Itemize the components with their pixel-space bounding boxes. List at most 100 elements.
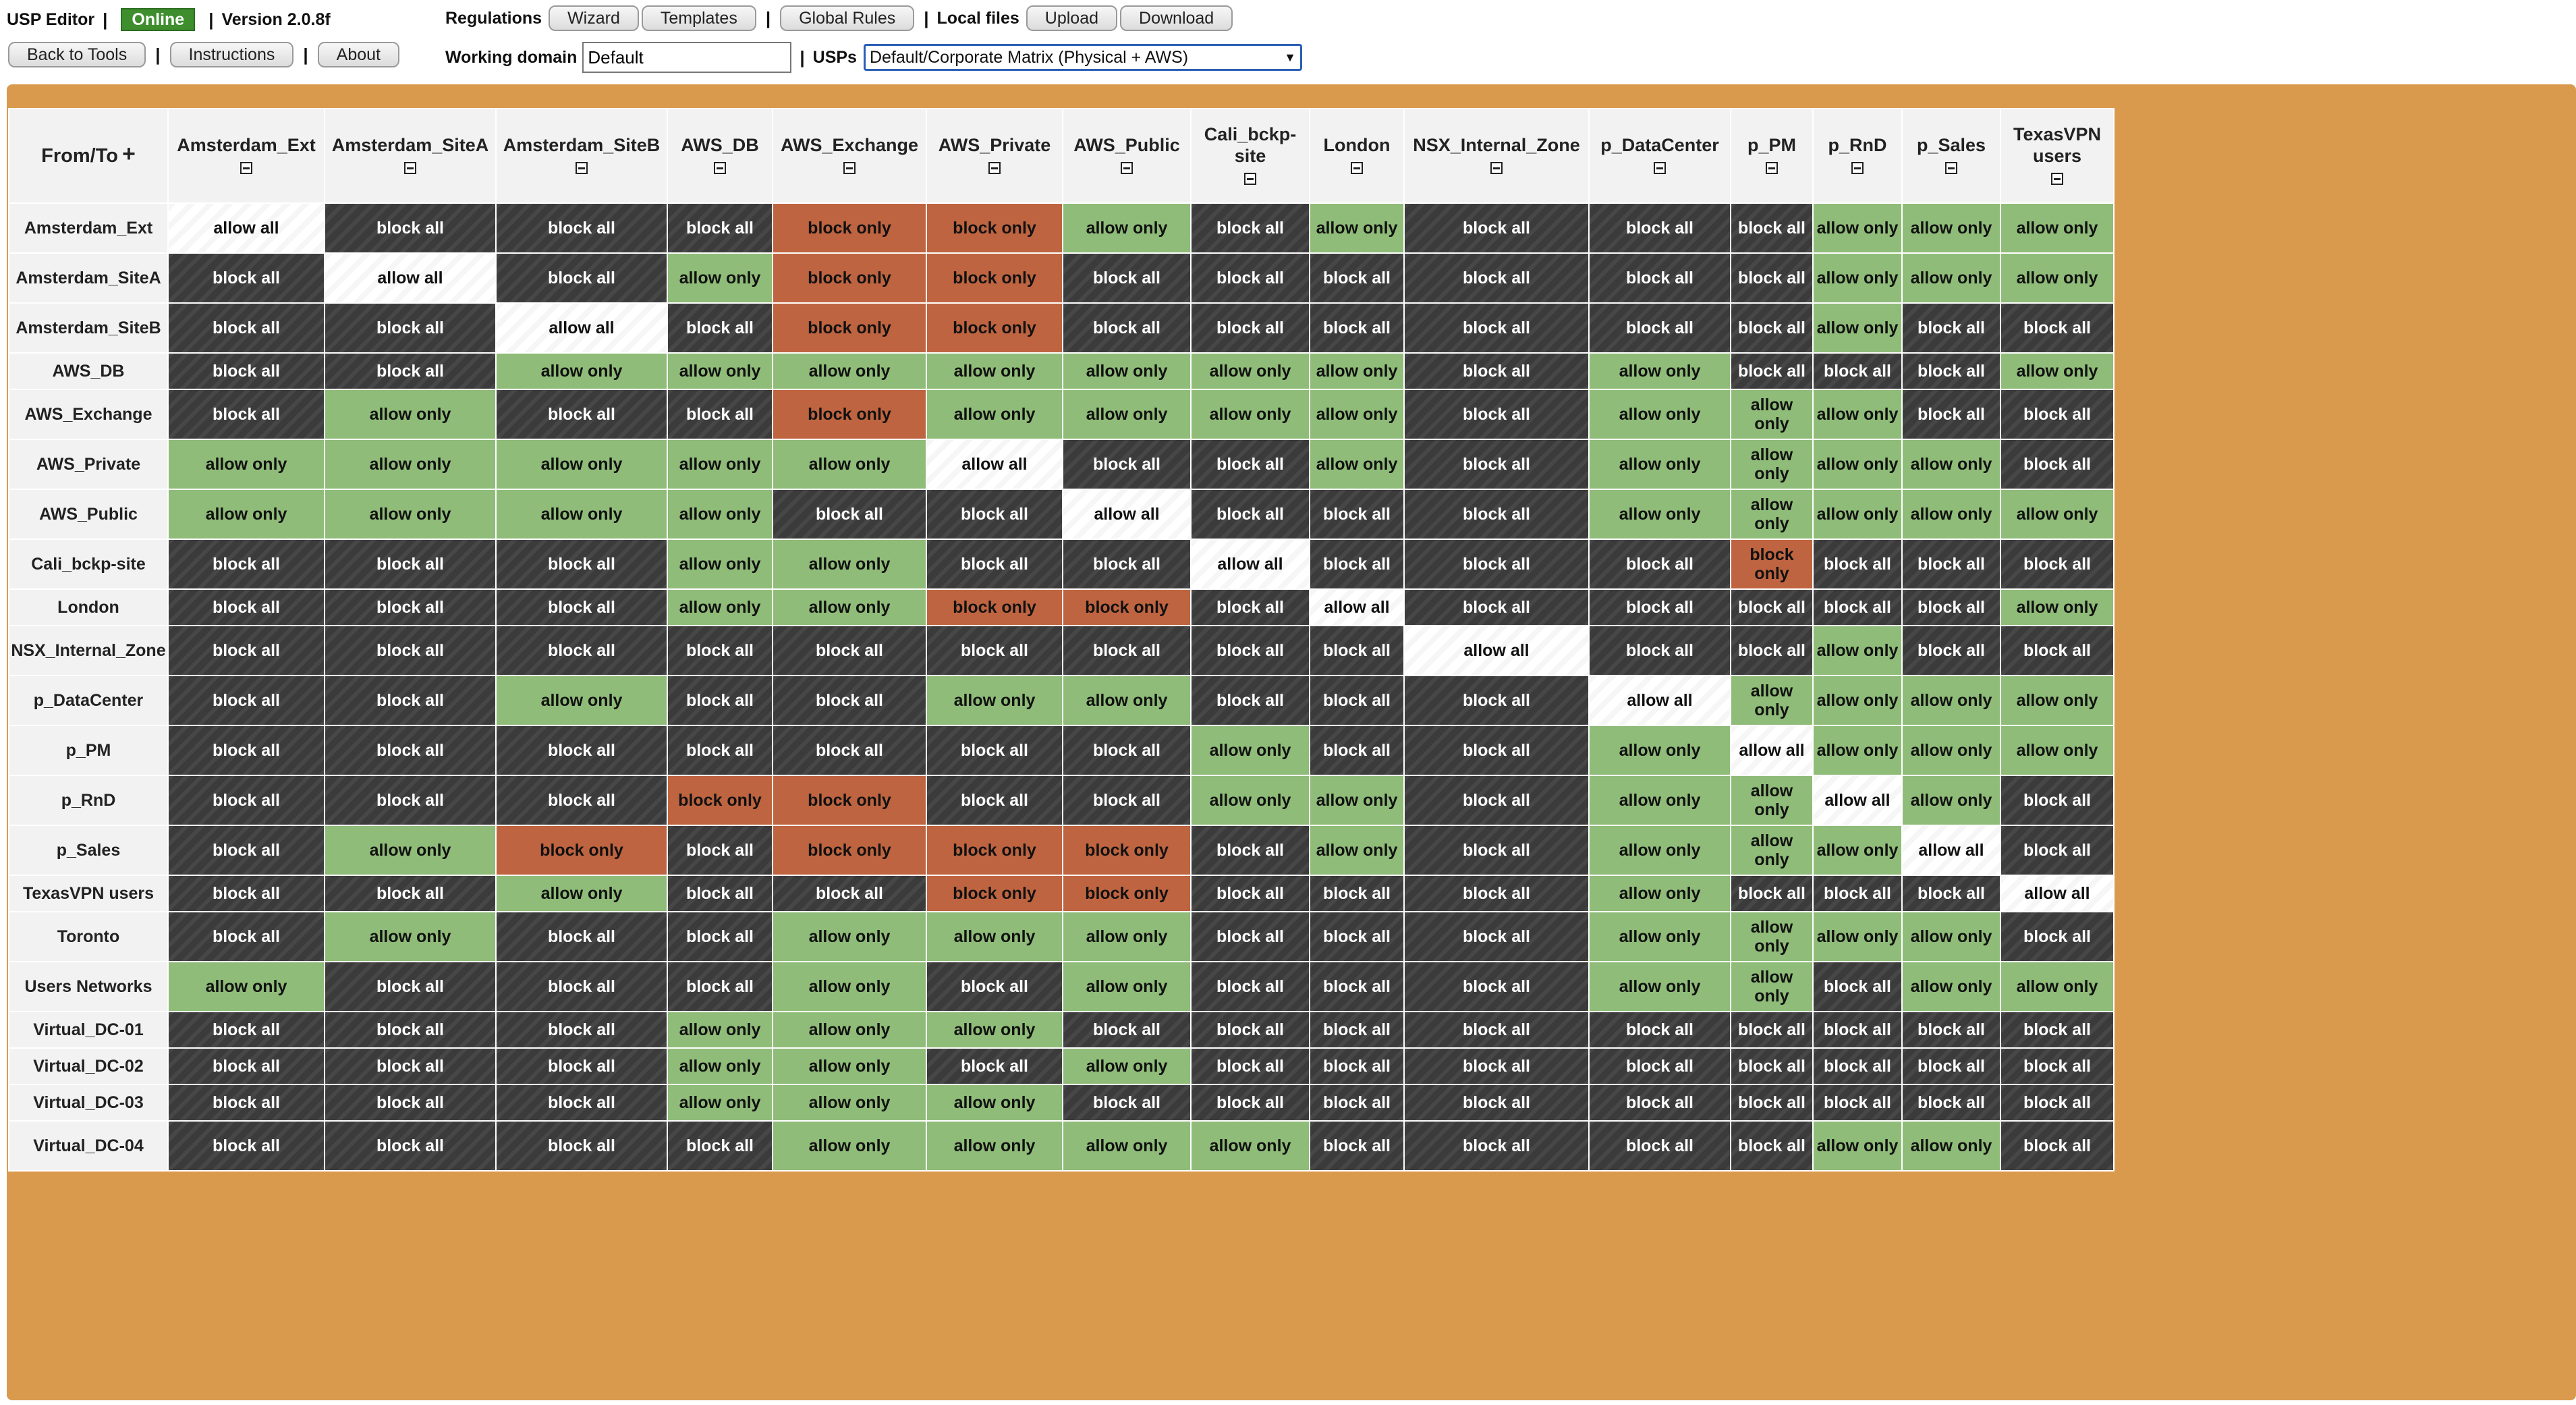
policy-cell[interactable]: block all — [495, 725, 668, 776]
policy-cell[interactable]: allow only — [772, 352, 927, 390]
policy-cell[interactable]: block all — [1403, 875, 1590, 912]
policy-cell[interactable]: allow only — [1588, 489, 1731, 540]
policy-cell[interactable]: allow only — [1588, 725, 1731, 776]
policy-cell[interactable]: block all — [1309, 911, 1405, 962]
collapse-minus-icon[interactable] — [1121, 161, 1133, 174]
policy-cell[interactable]: block all — [324, 1011, 497, 1049]
upload-button[interactable]: Upload — [1026, 5, 1118, 31]
policy-cell[interactable]: block all — [2000, 1011, 2115, 1049]
policy-cell[interactable]: block all — [2000, 1120, 2115, 1172]
policy-cell[interactable]: block all — [1901, 875, 2001, 912]
policy-cell[interactable]: block all — [1588, 1047, 1731, 1085]
policy-cell[interactable]: block all — [1812, 539, 1903, 590]
policy-cell[interactable]: block only — [926, 825, 1063, 876]
policy-cell[interactable]: block all — [1190, 439, 1310, 490]
policy-cell[interactable]: block all — [1190, 202, 1310, 254]
policy-cell[interactable]: allow only — [2000, 675, 2115, 726]
policy-cell[interactable]: block all — [1403, 489, 1590, 540]
policy-cell[interactable]: allow only — [324, 825, 497, 876]
policy-cell[interactable]: block only — [926, 202, 1063, 254]
policy-cell[interactable]: block all — [1901, 1047, 2001, 1085]
wizard-button[interactable]: Wizard — [549, 5, 639, 31]
expand-plus-icon[interactable]: + — [121, 141, 136, 167]
policy-cell[interactable]: block all — [1730, 1120, 1814, 1172]
policy-cell[interactable]: block all — [667, 625, 773, 676]
policy-cell[interactable]: allow only — [1812, 252, 1903, 304]
policy-cell[interactable]: block all — [667, 961, 773, 1012]
policy-cell[interactable]: allow only — [1901, 252, 2001, 304]
policy-cell[interactable]: block all — [2000, 539, 2115, 590]
policy-cell[interactable]: block all — [1403, 539, 1590, 590]
policy-cell[interactable]: allow only — [167, 489, 325, 540]
policy-cell[interactable]: block all — [324, 775, 497, 826]
policy-cell[interactable]: allow only — [1309, 825, 1405, 876]
policy-cell[interactable]: allow all — [1062, 489, 1192, 540]
policy-cell[interactable]: allow only — [2000, 252, 2115, 304]
policy-cell[interactable]: block all — [167, 1120, 325, 1172]
policy-cell[interactable]: block all — [167, 352, 325, 390]
policy-cell[interactable]: block all — [1062, 539, 1192, 590]
policy-cell[interactable]: block all — [772, 625, 927, 676]
policy-cell[interactable]: allow all — [167, 202, 325, 254]
policy-cell[interactable]: block all — [167, 725, 325, 776]
policy-cell[interactable]: allow only — [1812, 911, 1903, 962]
policy-cell[interactable]: block all — [2000, 389, 2115, 440]
policy-cell[interactable]: allow only — [772, 961, 927, 1012]
policy-cell[interactable]: block all — [1901, 1011, 2001, 1049]
policy-cell[interactable]: block all — [667, 675, 773, 726]
policy-cell[interactable]: block all — [1403, 825, 1590, 876]
policy-cell[interactable]: block all — [1901, 302, 2001, 354]
policy-cell[interactable]: block only — [772, 252, 927, 304]
policy-cell[interactable]: block all — [167, 389, 325, 440]
policy-cell[interactable]: allow only — [926, 1120, 1063, 1172]
policy-cell[interactable]: block only — [772, 302, 927, 354]
policy-cell[interactable]: block all — [2000, 302, 2115, 354]
policy-cell[interactable]: block all — [1062, 439, 1192, 490]
policy-cell[interactable]: block all — [495, 1047, 668, 1085]
policy-cell[interactable]: allow only — [1062, 352, 1192, 390]
policy-cell[interactable]: allow all — [2000, 875, 2115, 912]
policy-cell[interactable]: allow only — [772, 539, 927, 590]
policy-cell[interactable]: block all — [1309, 675, 1405, 726]
policy-cell[interactable]: allow only — [1812, 675, 1903, 726]
policy-cell[interactable]: block all — [1190, 252, 1310, 304]
policy-cell[interactable]: block all — [167, 875, 325, 912]
policy-cell[interactable]: block all — [1062, 725, 1192, 776]
policy-cell[interactable]: block all — [1403, 961, 1590, 1012]
policy-cell[interactable]: allow all — [1812, 775, 1903, 826]
policy-cell[interactable]: block only — [772, 389, 927, 440]
policy-cell[interactable]: block all — [1812, 875, 1903, 912]
policy-cell[interactable]: block all — [324, 302, 497, 354]
policy-cell[interactable]: allow all — [1901, 825, 2001, 876]
about-button[interactable]: About — [317, 42, 399, 67]
policy-cell[interactable]: block all — [1588, 539, 1731, 590]
policy-cell[interactable]: block all — [1730, 875, 1814, 912]
policy-cell[interactable]: block all — [1588, 252, 1731, 304]
policy-cell[interactable]: block all — [2000, 625, 2115, 676]
policy-cell[interactable]: allow only — [1190, 1120, 1310, 1172]
collapse-minus-icon[interactable] — [1244, 172, 1256, 185]
policy-cell[interactable]: block all — [1588, 1120, 1731, 1172]
policy-cell[interactable]: allow only — [667, 1011, 773, 1049]
policy-cell[interactable]: block all — [1812, 1084, 1903, 1122]
collapse-minus-icon[interactable] — [1945, 161, 1957, 174]
policy-cell[interactable]: block all — [1403, 439, 1590, 490]
policy-cell[interactable]: block all — [2000, 439, 2115, 490]
policy-cell[interactable]: block only — [926, 875, 1063, 912]
policy-cell[interactable]: block all — [667, 825, 773, 876]
policy-cell[interactable]: block only — [1062, 588, 1192, 626]
policy-cell[interactable]: block only — [772, 825, 927, 876]
policy-cell[interactable]: allow only — [495, 875, 668, 912]
policy-cell[interactable]: block all — [1403, 675, 1590, 726]
policy-cell[interactable]: block all — [167, 539, 325, 590]
policy-cell[interactable]: allow only — [772, 1084, 927, 1122]
policy-cell[interactable]: block all — [495, 252, 668, 304]
policy-cell[interactable]: allow only — [667, 1047, 773, 1085]
policy-cell[interactable]: block all — [324, 352, 497, 390]
policy-cell[interactable]: block all — [324, 202, 497, 254]
back-to-tools-button[interactable]: Back to Tools — [8, 42, 146, 67]
policy-cell[interactable]: block all — [1062, 302, 1192, 354]
policy-cell[interactable]: allow only — [1812, 202, 1903, 254]
policy-cell[interactable]: allow only — [2000, 725, 2115, 776]
policy-cell[interactable]: allow only — [1309, 775, 1405, 826]
